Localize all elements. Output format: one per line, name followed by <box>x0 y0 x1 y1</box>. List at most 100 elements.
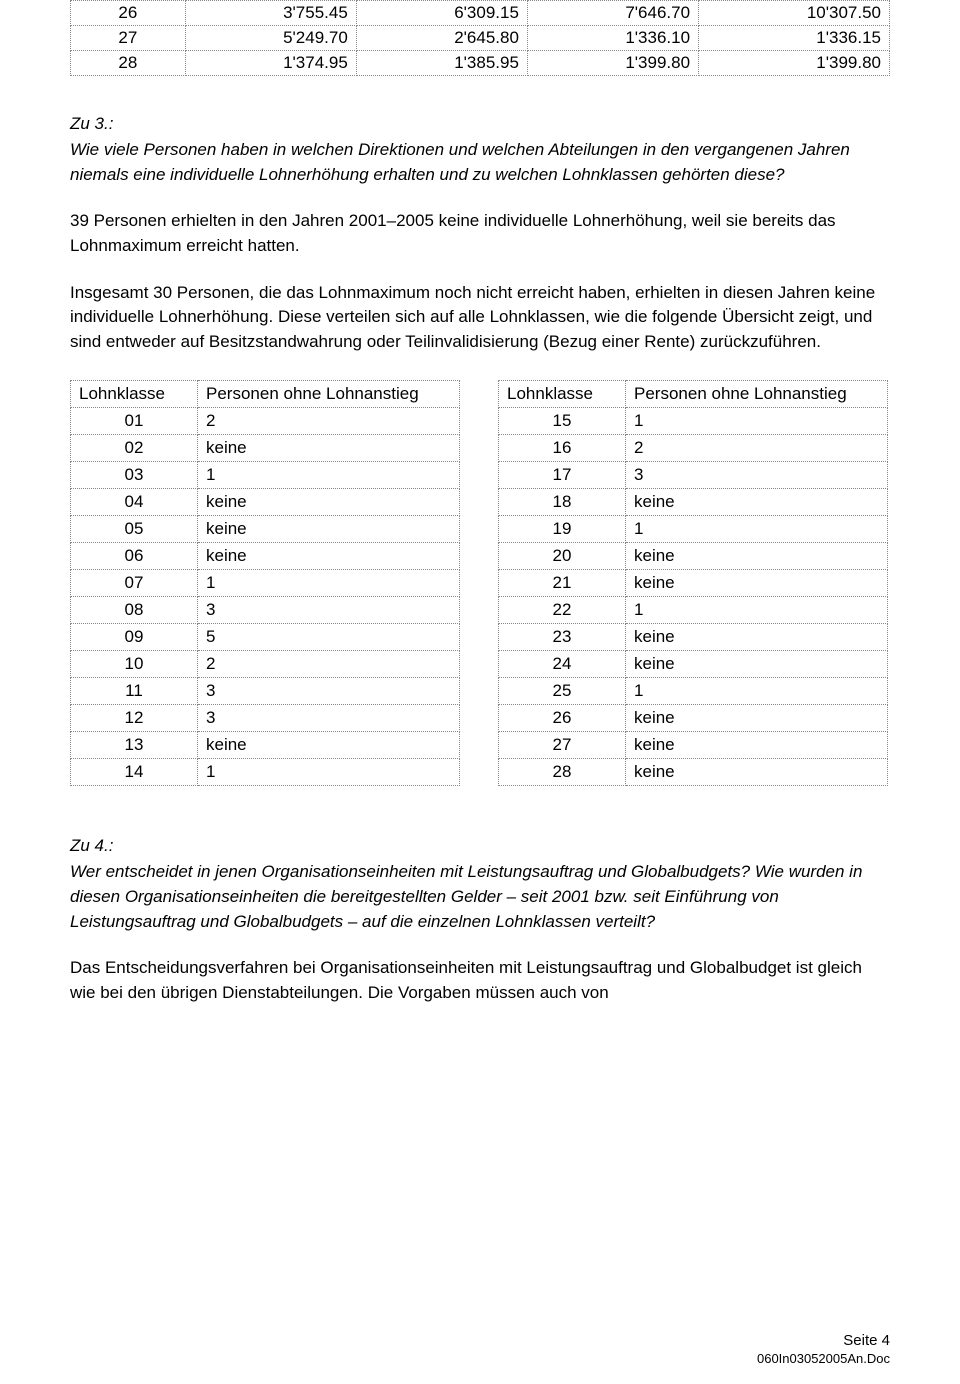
table-row: 123 <box>71 705 460 732</box>
table-cell: 3'755.45 <box>185 1 356 26</box>
lk-value-cell: 1 <box>626 516 888 543</box>
table-row: 281'374.951'385.951'399.801'399.80 <box>71 51 890 76</box>
table-row: 071 <box>71 570 460 597</box>
lk-value-cell: keine <box>626 624 888 651</box>
zu3-paragraph-1: 39 Personen erhielten in den Jahren 2001… <box>70 209 890 258</box>
lk-class-cell: 03 <box>71 462 198 489</box>
lk-class-cell: 28 <box>499 759 626 786</box>
lk-header-class: Lohnklasse <box>71 381 198 408</box>
lk-value-cell: keine <box>198 435 460 462</box>
table-row: 21keine <box>499 570 888 597</box>
lk-class-cell: 13 <box>71 732 198 759</box>
table-cell: 7'646.70 <box>527 1 698 26</box>
lk-header-persons: Personen ohne Lohnanstieg <box>198 381 460 408</box>
lk-class-cell: 22 <box>499 597 626 624</box>
lk-value-cell: 2 <box>626 435 888 462</box>
lk-class-cell: 23 <box>499 624 626 651</box>
lk-class-cell: 19 <box>499 516 626 543</box>
lk-class-cell: 12 <box>71 705 198 732</box>
table-cell: 2'645.80 <box>356 26 527 51</box>
lk-class-cell: 06 <box>71 543 198 570</box>
section-zu4-title: Zu 4.: <box>70 836 890 856</box>
lohnklasse-table-right: Lohnklasse Personen ohne Lohnanstieg 151… <box>498 380 888 786</box>
table-row: 251 <box>499 678 888 705</box>
page-footer: Seite 4 060In03052005An.Doc <box>757 1332 890 1366</box>
lk-value-cell: keine <box>626 759 888 786</box>
lk-class-cell: 16 <box>499 435 626 462</box>
table-row: 012 <box>71 408 460 435</box>
lk-class-cell: 05 <box>71 516 198 543</box>
table-row: 263'755.456'309.157'646.7010'307.50 <box>71 1 890 26</box>
top-data-table: 263'755.456'309.157'646.7010'307.50275'2… <box>70 0 890 76</box>
zu3-paragraph-2: Insgesamt 30 Personen, die das Lohnmaxim… <box>70 281 890 355</box>
lk-class-cell: 10 <box>71 651 198 678</box>
table-row: 162 <box>499 435 888 462</box>
lk-value-cell: keine <box>198 732 460 759</box>
table-row: 083 <box>71 597 460 624</box>
lk-class-cell: 11 <box>71 678 198 705</box>
lk-value-cell: 3 <box>198 597 460 624</box>
lk-value-cell: keine <box>626 543 888 570</box>
table-cell: 6'309.15 <box>356 1 527 26</box>
table-cell: 1'336.15 <box>699 26 890 51</box>
lk-class-cell: 21 <box>499 570 626 597</box>
lk-class-cell: 01 <box>71 408 198 435</box>
lk-class-cell: 04 <box>71 489 198 516</box>
table-cell: 10'307.50 <box>699 1 890 26</box>
table-cell: 5'249.70 <box>185 26 356 51</box>
lk-header-class: Lohnklasse <box>499 381 626 408</box>
table-row: 23keine <box>499 624 888 651</box>
lk-value-cell: keine <box>626 651 888 678</box>
table-cell: 1'385.95 <box>356 51 527 76</box>
section-zu3-title: Zu 3.: <box>70 114 890 134</box>
table-row: 06keine <box>71 543 460 570</box>
lk-class-cell: 26 <box>499 705 626 732</box>
table-row: 20keine <box>499 543 888 570</box>
document-name: 060In03052005An.Doc <box>757 1351 890 1366</box>
lk-class-cell: 24 <box>499 651 626 678</box>
lk-value-cell: 1 <box>626 678 888 705</box>
lk-class-cell: 02 <box>71 435 198 462</box>
lk-value-cell: keine <box>626 570 888 597</box>
lk-class-cell: 15 <box>499 408 626 435</box>
lk-class-cell: 09 <box>71 624 198 651</box>
table-row: 141 <box>71 759 460 786</box>
table-cell: 1'336.10 <box>527 26 698 51</box>
table-cell: 1'374.95 <box>185 51 356 76</box>
lk-value-cell: keine <box>626 705 888 732</box>
table-row: 27keine <box>499 732 888 759</box>
table-row: 24keine <box>499 651 888 678</box>
lk-value-cell: keine <box>626 489 888 516</box>
lk-value-cell: 2 <box>198 651 460 678</box>
lk-class-cell: 17 <box>499 462 626 489</box>
table-row: 191 <box>499 516 888 543</box>
table-row: 26keine <box>499 705 888 732</box>
lk-value-cell: keine <box>198 516 460 543</box>
lk-value-cell: 1 <box>626 597 888 624</box>
lohnklasse-table-left: Lohnklasse Personen ohne Lohnanstieg 012… <box>70 380 460 786</box>
lk-value-cell: 5 <box>198 624 460 651</box>
lk-value-cell: 2 <box>198 408 460 435</box>
lk-class-cell: 27 <box>499 732 626 759</box>
zu4-question: Wer entscheidet in jenen Organisationsei… <box>70 860 890 934</box>
table-row: 113 <box>71 678 460 705</box>
table-row: 102 <box>71 651 460 678</box>
table-row: 095 <box>71 624 460 651</box>
lk-value-cell: keine <box>198 543 460 570</box>
table-cell: 27 <box>71 26 186 51</box>
table-row: 04keine <box>71 489 460 516</box>
table-row: 151 <box>499 408 888 435</box>
page-number: Seite 4 <box>757 1332 890 1349</box>
zu4-paragraph-1: Das Entscheidungsverfahren bei Organisat… <box>70 956 890 1005</box>
lk-value-cell: 1 <box>198 570 460 597</box>
lk-value-cell: 3 <box>198 705 460 732</box>
table-row: 031 <box>71 462 460 489</box>
lk-class-cell: 14 <box>71 759 198 786</box>
lk-value-cell: 1 <box>198 462 460 489</box>
lk-value-cell: 3 <box>198 678 460 705</box>
table-cell: 1'399.80 <box>527 51 698 76</box>
lk-class-cell: 08 <box>71 597 198 624</box>
lk-class-cell: 25 <box>499 678 626 705</box>
lk-value-cell: 1 <box>198 759 460 786</box>
zu3-question: Wie viele Personen haben in welchen Dire… <box>70 138 890 187</box>
